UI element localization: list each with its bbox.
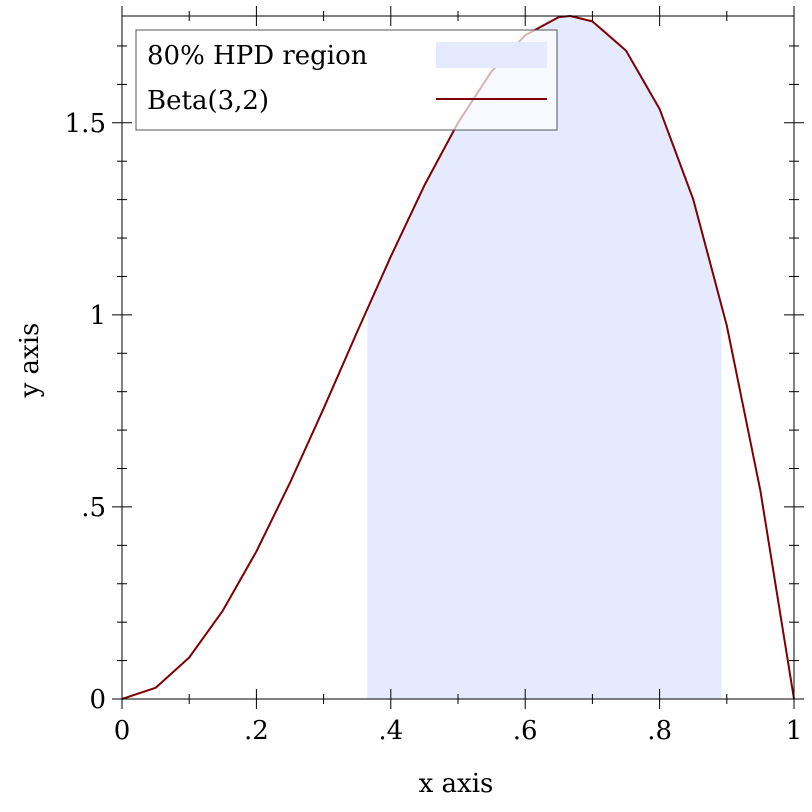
ticks-layer: 0 .2 .4 .6 .8 1 0 .5 1 1.5	[65, 6, 804, 746]
x-tick-label: .8	[647, 716, 672, 746]
legend-label-hpd: 80% HPD region	[147, 41, 368, 71]
y-tick-label: .5	[81, 493, 106, 523]
x-tick-label: 1	[786, 716, 803, 746]
x-tick-label: .6	[513, 716, 538, 746]
x-tick-label: .4	[378, 716, 403, 746]
y-tick-label: 0	[89, 685, 106, 715]
y-axis-title: y axis	[15, 323, 45, 399]
y-tick-label: 1	[89, 301, 106, 331]
legend-label-beta: Beta(3,2)	[147, 86, 269, 116]
legend: 80% HPD region Beta(3,2)	[135, 29, 558, 131]
x-tick-label: 0	[114, 716, 131, 746]
hpd-region-layer	[367, 16, 722, 699]
legend-swatch-hpd	[436, 42, 547, 68]
x-tick-label: .2	[244, 716, 269, 746]
x-axis-title: x axis	[419, 769, 494, 799]
hpd-region-area	[367, 16, 722, 699]
y-tick-label: 1.5	[65, 109, 106, 139]
